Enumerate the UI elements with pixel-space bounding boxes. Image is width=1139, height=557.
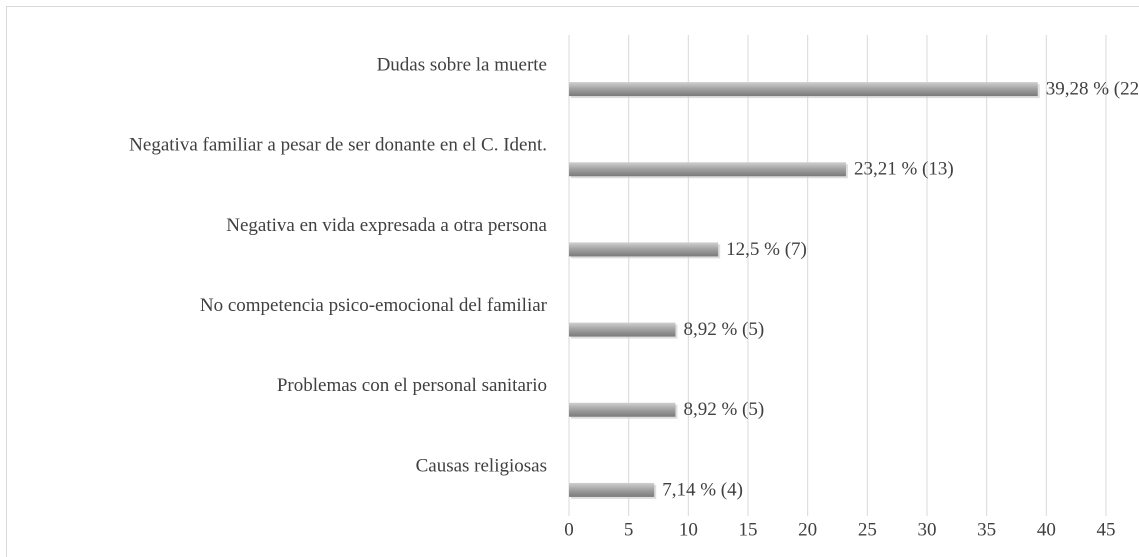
x-tick-label: 15 <box>739 519 758 540</box>
value-label: 8,92 % (5) <box>683 319 764 340</box>
value-label: 23,21 % (13) <box>854 159 954 180</box>
y-tick-label: Negativa familiar a pesar de ser donante… <box>129 135 547 156</box>
y-tick-label: Dudas sobre la muerte <box>377 54 547 75</box>
x-tick-label: 30 <box>918 519 937 540</box>
bar <box>569 82 1038 97</box>
y-tick-label: Problemas con el personal sanitario <box>277 375 547 396</box>
x-tick-label: 5 <box>624 519 634 540</box>
y-tick-label: Causas religiosas <box>416 455 547 476</box>
y-tick-label: No competencia psico-emocional del famil… <box>200 295 548 316</box>
x-tick-label: 20 <box>798 519 817 540</box>
value-label: 7,14 % (4) <box>662 479 743 500</box>
bar <box>569 402 676 417</box>
x-tick-label: 40 <box>1037 519 1056 540</box>
x-tick-label: 0 <box>564 519 574 540</box>
bar <box>569 482 655 497</box>
bar <box>569 322 676 337</box>
x-tick-label: 35 <box>977 519 996 540</box>
value-label: 39,28 % (22) <box>1046 78 1139 99</box>
x-tick-label: 45 <box>1097 519 1116 540</box>
chart-frame <box>6 6 1139 557</box>
value-label: 12,5 % (7) <box>726 239 807 260</box>
x-tick-label: 25 <box>858 519 877 540</box>
bar <box>569 242 719 257</box>
value-label: 8,92 % (5) <box>683 399 764 420</box>
y-tick-label: Negativa en vida expresada a otra person… <box>226 215 547 236</box>
x-tick-label: 10 <box>679 519 698 540</box>
bar <box>569 162 846 177</box>
